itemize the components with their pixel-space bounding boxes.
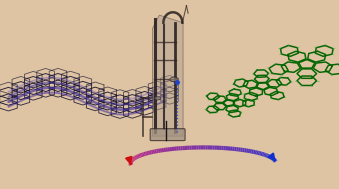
Polygon shape [153, 15, 183, 136]
Circle shape [170, 77, 178, 82]
FancyBboxPatch shape [150, 129, 185, 141]
Circle shape [155, 97, 161, 100]
